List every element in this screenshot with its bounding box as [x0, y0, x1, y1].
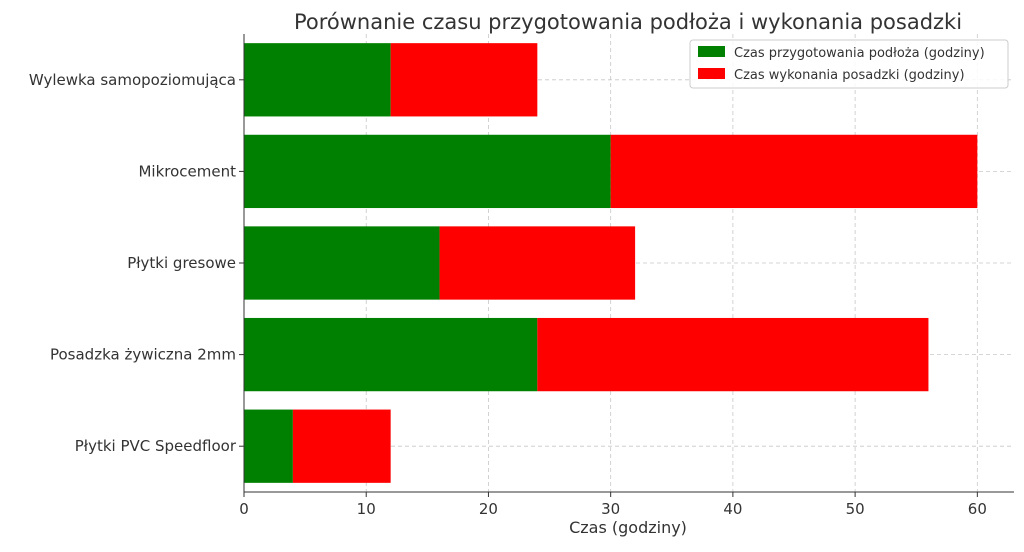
- legend: Czas przygotowania podłoża (godziny) Cza…: [689, 39, 1009, 89]
- bar-install-time: [292, 409, 391, 483]
- x-tick-label: 50: [846, 500, 865, 518]
- bar-prep-time: [244, 43, 391, 117]
- category-label: Płytki gresowe: [127, 254, 236, 272]
- axes: 0 10 20 30 40 50 60 Wylewka samopoziomująca Mikr…: [29, 34, 1014, 518]
- chart-title: Porównanie czasu przygotowania podłoża i…: [294, 10, 962, 34]
- x-tick-label: 30: [601, 500, 620, 518]
- x-tick-label: 20: [479, 500, 498, 518]
- bar-install-time: [439, 226, 636, 300]
- bar-install-time: [610, 134, 978, 209]
- category-label: Posadzka żywiczna 2mm: [50, 346, 236, 364]
- legend-box: [689, 39, 1009, 89]
- category-label: Płytki PVC Speedfloor: [75, 437, 237, 455]
- x-tick-label: 60: [968, 500, 987, 518]
- bar-prep-time: [244, 134, 611, 209]
- legend-swatch-prep: [698, 46, 725, 57]
- x-tick-label: 40: [723, 500, 742, 518]
- x-tick-label: 0: [239, 500, 249, 518]
- category-label: Wylewka samopoziomująca: [29, 71, 236, 89]
- x-axis-label: Czas (godziny): [569, 518, 687, 537]
- bar-prep-time: [244, 317, 538, 392]
- legend-label-prep: Czas przygotowania podłoża (godziny): [734, 46, 985, 61]
- bars: [244, 43, 978, 483]
- bar-install-time: [390, 43, 538, 117]
- bar-install-time: [537, 317, 929, 392]
- legend-label-install: Czas wykonania posadzki (godziny): [734, 68, 965, 83]
- category-label: Mikrocement: [138, 162, 236, 180]
- legend-swatch-install: [698, 68, 725, 79]
- bar-prep-time: [244, 226, 440, 300]
- x-tick-label: 10: [357, 500, 376, 518]
- bar-prep-time: [244, 409, 293, 483]
